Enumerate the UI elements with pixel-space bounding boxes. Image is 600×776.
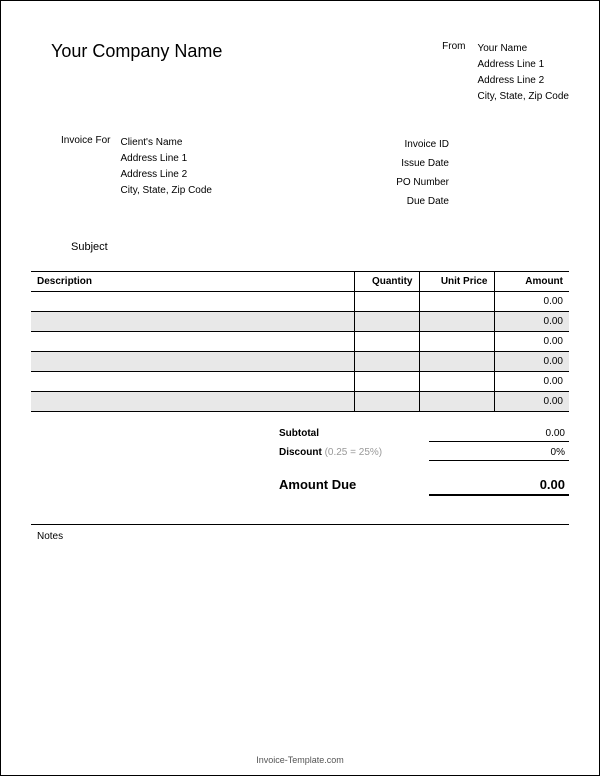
cell-unit-price [419, 312, 494, 332]
cell-quantity [354, 392, 419, 412]
cell-quantity [354, 292, 419, 312]
table-row: 0.00 [31, 312, 569, 332]
notes-divider [31, 524, 569, 525]
col-quantity: Quantity [354, 272, 419, 292]
table-row: 0.00 [31, 292, 569, 312]
issue-date-label: Issue Date [396, 154, 449, 173]
cell-description [31, 332, 354, 352]
cell-description [31, 372, 354, 392]
col-description: Description [31, 272, 354, 292]
from-address2: Address Line 2 [477, 73, 569, 89]
discount-label: Discount (0.25 = 25%) [279, 447, 429, 458]
discount-hint: (0.25 = 25%) [325, 447, 383, 458]
items-table: Description Quantity Unit Price Amount 0… [31, 271, 569, 412]
from-address1: Address Line 1 [477, 57, 569, 73]
cell-description [31, 392, 354, 412]
cell-amount: 0.00 [494, 312, 569, 332]
footer-text: Invoice-Template.com [1, 755, 599, 765]
subtotal-label: Subtotal [279, 428, 429, 439]
table-header-row: Description Quantity Unit Price Amount [31, 272, 569, 292]
cell-unit-price [419, 332, 494, 352]
cell-description [31, 292, 354, 312]
cell-unit-price [419, 352, 494, 372]
cell-amount: 0.00 [494, 332, 569, 352]
company-name: Your Company Name [31, 41, 427, 105]
from-city-state-zip: City, State, Zip Code [477, 89, 569, 105]
invoice-for-block: Invoice For Client's Name Address Line 1… [31, 135, 396, 211]
amount-due-label: Amount Due [279, 477, 429, 492]
header-row: Your Company Name From Your Name Address… [31, 41, 569, 105]
notes-label: Notes [31, 531, 569, 542]
from-name: Your Name [477, 41, 569, 57]
cell-quantity [354, 332, 419, 352]
table-row: 0.00 [31, 372, 569, 392]
cell-amount: 0.00 [494, 352, 569, 372]
po-number-label: PO Number [396, 173, 449, 192]
col-unit-price: Unit Price [419, 272, 494, 292]
from-lines: Your Name Address Line 1 Address Line 2 … [477, 41, 569, 105]
discount-value: 0% [429, 445, 569, 461]
cell-unit-price [419, 292, 494, 312]
amount-due-value: 0.00 [429, 475, 569, 496]
client-city-state-zip: City, State, Zip Code [120, 183, 212, 199]
meta-labels: Invoice ID Issue Date PO Number Due Date [396, 135, 569, 211]
client-name: Client's Name [120, 135, 212, 151]
cell-amount: 0.00 [494, 392, 569, 412]
from-label: From [427, 41, 477, 105]
from-block: From Your Name Address Line 1 Address Li… [427, 41, 569, 105]
meta-row: Invoice For Client's Name Address Line 1… [31, 135, 569, 211]
discount-row: Discount (0.25 = 25%) 0% [31, 445, 569, 461]
cell-quantity [354, 372, 419, 392]
table-row: 0.00 [31, 352, 569, 372]
cell-amount: 0.00 [494, 292, 569, 312]
due-date-label: Due Date [396, 192, 449, 211]
cell-unit-price [419, 372, 494, 392]
cell-unit-price [419, 392, 494, 412]
table-row: 0.00 [31, 392, 569, 412]
discount-label-text: Discount [279, 447, 322, 458]
col-amount: Amount [494, 272, 569, 292]
totals-block: Subtotal 0.00 Discount (0.25 = 25%) 0% A… [31, 426, 569, 496]
cell-description [31, 352, 354, 372]
amount-due-row: Amount Due 0.00 [31, 475, 569, 496]
cell-description [31, 312, 354, 332]
subtotal-value: 0.00 [429, 426, 569, 442]
table-row: 0.00 [31, 332, 569, 352]
client-address1: Address Line 1 [120, 151, 212, 167]
cell-quantity [354, 352, 419, 372]
cell-quantity [354, 312, 419, 332]
invoice-for-lines: Client's Name Address Line 1 Address Lin… [120, 135, 212, 211]
invoice-id-label: Invoice ID [396, 135, 449, 154]
subtotal-row: Subtotal 0.00 [31, 426, 569, 442]
client-address2: Address Line 2 [120, 167, 212, 183]
invoice-for-label: Invoice For [61, 135, 120, 211]
subject-label: Subject [31, 241, 569, 253]
cell-amount: 0.00 [494, 372, 569, 392]
